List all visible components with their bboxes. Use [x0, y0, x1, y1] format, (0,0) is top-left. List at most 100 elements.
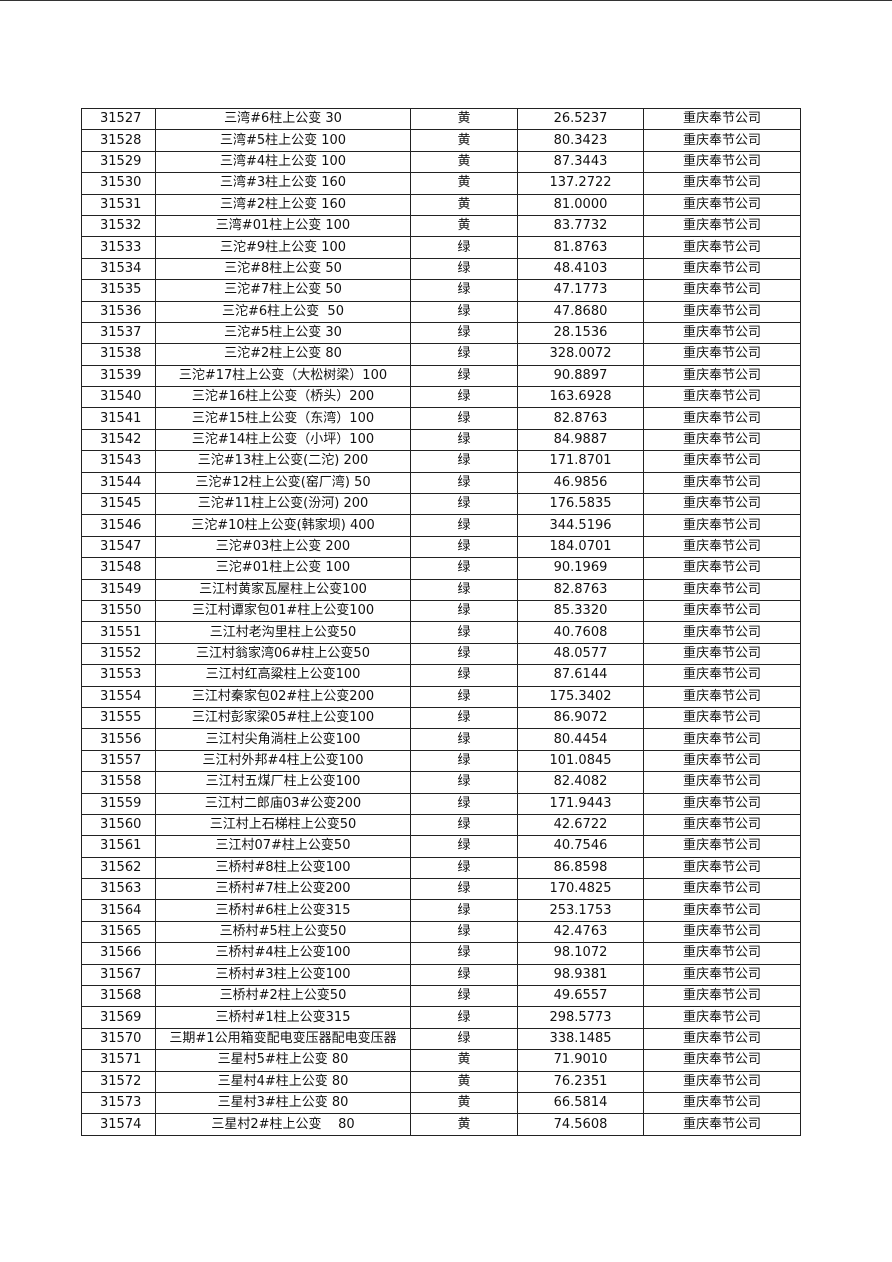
name-cell: 三期#1公用箱变配电变压器配电变压器: [155, 1027, 411, 1051]
company-cell: 重庆奉节公司: [643, 236, 801, 259]
level-cell: 绿: [410, 364, 518, 388]
value-cell: 82.8763: [517, 578, 644, 601]
value-cell: 253.1753: [517, 899, 644, 922]
company-cell: 重庆奉节公司: [643, 942, 801, 965]
value-cell: 84.9887: [517, 428, 644, 452]
value-cell: 85.3320: [517, 599, 644, 623]
name-cell: 三湾#5柱上公变 100: [155, 129, 411, 152]
level-cell: 绿: [410, 535, 518, 559]
name-cell: 三湾#6柱上公变 30: [155, 107, 411, 131]
value-cell: 101.0845: [517, 749, 644, 773]
company-cell: 重庆奉节公司: [643, 557, 801, 580]
value-cell: 48.4103: [517, 257, 644, 281]
company-cell: 重庆奉节公司: [643, 150, 801, 174]
level-cell: 绿: [410, 642, 518, 666]
name-cell: 三沱#16柱上公变（桥头）200: [155, 386, 411, 409]
table-row: 31547 三沱#03柱上公变 200 绿 184.0701 重庆奉节公司: [81, 535, 801, 559]
table-row: 31559 三江村二郎庙03#公变200 绿 171.9443 重庆奉节公司: [81, 792, 801, 815]
id-cell: 31531: [81, 193, 156, 216]
table-row: 31569 三桥村#1柱上公变315 绿 298.5773 重庆奉节公司: [81, 1006, 801, 1029]
id-cell: 31561: [81, 835, 156, 858]
name-cell: 三桥村#4柱上公变100: [155, 942, 411, 965]
name-cell: 三沱#03柱上公变 200: [155, 535, 411, 559]
name-cell: 三湾#2柱上公变 160: [155, 193, 411, 216]
value-cell: 176.5835: [517, 493, 644, 516]
name-cell: 三桥村#6柱上公变315: [155, 899, 411, 922]
name-cell: 三江村二郎庙03#公变200: [155, 792, 411, 815]
id-cell: 31558: [81, 771, 156, 794]
table-row: 31535 三沱#7柱上公变 50 绿 47.1773 重庆奉节公司: [81, 279, 801, 302]
name-cell: 三沱#10柱上公变(韩家坝) 400: [155, 514, 411, 537]
company-cell: 重庆奉节公司: [643, 193, 801, 216]
name-cell: 三沱#8柱上公变 50: [155, 257, 411, 281]
table-row: 31560 三江村上石梯柱上公变50 绿 42.6722 重庆奉节公司: [81, 813, 801, 837]
level-cell: 绿: [410, 963, 518, 987]
name-cell: 三沱#15柱上公变（东湾）100: [155, 407, 411, 430]
level-cell: 黄: [410, 193, 518, 216]
company-cell: 重庆奉节公司: [643, 985, 801, 1008]
id-cell: 31562: [81, 856, 156, 880]
name-cell: 三沱#17柱上公变（大松树梁）100: [155, 364, 411, 388]
level-cell: 黄: [410, 1091, 518, 1115]
name-cell: 三沱#2柱上公变 80: [155, 343, 411, 366]
id-cell: 31532: [81, 214, 156, 238]
company-cell: 重庆奉节公司: [643, 1049, 801, 1072]
id-cell: 31551: [81, 621, 156, 644]
company-cell: 重庆奉节公司: [643, 963, 801, 987]
level-cell: 绿: [410, 664, 518, 687]
company-cell: 重庆奉节公司: [643, 471, 801, 495]
value-cell: 98.1072: [517, 942, 644, 965]
table-row: 31565 三桥村#5柱上公变50 绿 42.4763 重庆奉节公司: [81, 920, 801, 944]
name-cell: 三沱#5柱上公变 30: [155, 321, 411, 345]
level-cell: 绿: [410, 300, 518, 323]
table-row: 31531 三湾#2柱上公变 160 黄 81.0000 重庆奉节公司: [81, 193, 801, 216]
id-cell: 31552: [81, 642, 156, 666]
value-cell: 338.1485: [517, 1027, 644, 1051]
name-cell: 三江村翁家湾06#柱上公变50: [155, 642, 411, 666]
value-cell: 82.8763: [517, 407, 644, 430]
company-cell: 重庆奉节公司: [643, 279, 801, 302]
company-cell: 重庆奉节公司: [643, 792, 801, 815]
level-cell: 黄: [410, 129, 518, 152]
name-cell: 三沱#12柱上公变(窑厂湾) 50: [155, 471, 411, 495]
name-cell: 三江村老沟里柱上公变50: [155, 621, 411, 644]
name-cell: 三湾#01柱上公变 100: [155, 214, 411, 238]
id-cell: 31544: [81, 471, 156, 495]
id-cell: 31567: [81, 963, 156, 987]
name-cell: 三桥村#1柱上公变315: [155, 1006, 411, 1029]
company-cell: 重庆奉节公司: [643, 428, 801, 452]
value-cell: 46.9856: [517, 471, 644, 495]
table-row: 31568 三桥村#2柱上公变50 绿 49.6557 重庆奉节公司: [81, 985, 801, 1008]
id-cell: 31550: [81, 599, 156, 623]
level-cell: 绿: [410, 386, 518, 409]
name-cell: 三湾#4柱上公变 100: [155, 150, 411, 174]
company-cell: 重庆奉节公司: [643, 728, 801, 751]
level-cell: 黄: [410, 1070, 518, 1093]
table-row: 31555 三江村彭家梁05#柱上公变100 绿 86.9072 重庆奉节公司: [81, 706, 801, 730]
company-cell: 重庆奉节公司: [643, 343, 801, 366]
name-cell: 三江村黄家瓦屋柱上公变100: [155, 578, 411, 601]
table-row: 31552 三江村翁家湾06#柱上公变50 绿 48.0577 重庆奉节公司: [81, 642, 801, 666]
level-cell: 绿: [410, 407, 518, 430]
level-cell: 绿: [410, 599, 518, 623]
id-cell: 31568: [81, 985, 156, 1008]
company-cell: 重庆奉节公司: [643, 1091, 801, 1115]
id-cell: 31566: [81, 942, 156, 965]
company-cell: 重庆奉节公司: [643, 514, 801, 537]
company-cell: 重庆奉节公司: [643, 899, 801, 922]
id-cell: 31545: [81, 493, 156, 516]
level-cell: 黄: [410, 1113, 518, 1136]
table-row: 31539 三沱#17柱上公变（大松树梁）100 绿 90.8897 重庆奉节公司: [81, 364, 801, 388]
name-cell: 三桥村#3柱上公变100: [155, 963, 411, 987]
table-row: 31528 三湾#5柱上公变 100 黄 80.3423 重庆奉节公司: [81, 129, 801, 152]
company-cell: 重庆奉节公司: [643, 621, 801, 644]
table-row: 31570 三期#1公用箱变配电变压器配电变压器绿 338.1485 重庆奉节公司: [81, 1027, 801, 1051]
table-row: 31529 三湾#4柱上公变 100 黄 87.3443 重庆奉节公司: [81, 150, 801, 174]
table-row: 31538 三沱#2柱上公变 80 绿 328.0072 重庆奉节公司: [81, 343, 801, 366]
table-row: 31546 三沱#10柱上公变(韩家坝) 400 绿 344.5196 重庆奉节公司: [81, 514, 801, 537]
id-cell: 31572: [81, 1070, 156, 1093]
name-cell: 三江村五煤厂柱上公变100: [155, 771, 411, 794]
id-cell: 31540: [81, 386, 156, 409]
level-cell: 绿: [410, 878, 518, 901]
level-cell: 绿: [410, 557, 518, 580]
